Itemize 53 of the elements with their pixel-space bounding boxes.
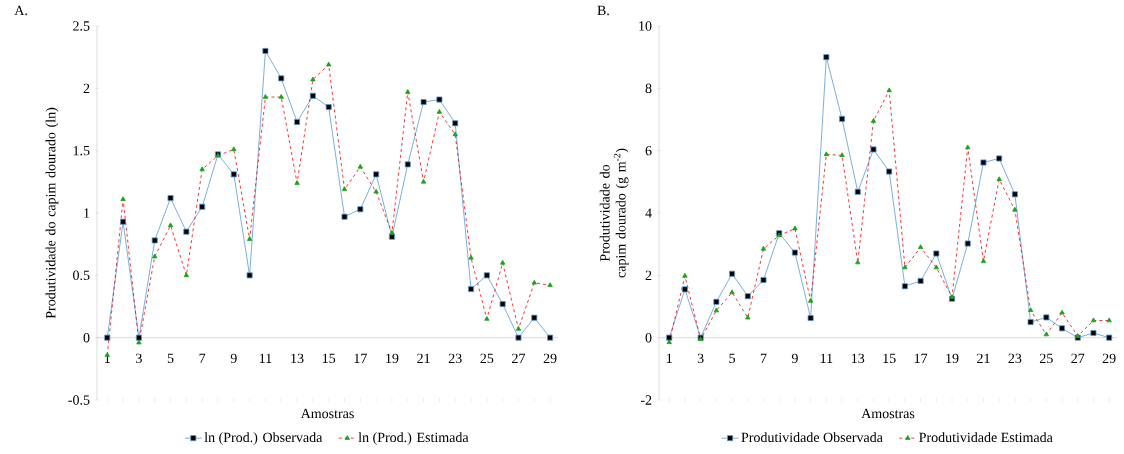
- x-tick-label: 27: [512, 353, 526, 363]
- y-tick-label: 1.5: [73, 145, 90, 156]
- legend-label: Produtividade Estimada: [919, 432, 1053, 443]
- y-tick-label: 0: [645, 332, 652, 343]
- x-tick-label: 9: [230, 353, 237, 364]
- x-tick-label: 23: [448, 353, 462, 364]
- x-tick-label: 19: [946, 353, 959, 364]
- x-axis-title: Amostras: [861, 408, 915, 419]
- x-tick-label: 15: [883, 353, 896, 364]
- y-tick-label: 4: [645, 208, 652, 218]
- y-tick-label: 2.5: [73, 21, 90, 31]
- x-tick-label: 3: [697, 353, 704, 364]
- x-tick-label: 19: [386, 353, 399, 364]
- x-tick-label: 11: [259, 353, 272, 363]
- x-tick-label: 25: [1039, 353, 1053, 364]
- y-tick-label: 0: [83, 332, 90, 343]
- x-tick-label: 13: [852, 353, 865, 364]
- y-tick-label: 2: [645, 270, 652, 280]
- x-tick-label: 21: [417, 353, 430, 363]
- x-tick-label: 27: [1071, 353, 1085, 363]
- y-tick-label: -0.5: [68, 395, 90, 405]
- x-tick-label: 3: [136, 353, 142, 364]
- legend-label: Produtividade Observada: [741, 432, 883, 443]
- y-tick-label: 8: [645, 83, 652, 94]
- x-tick-label: 1: [666, 353, 672, 363]
- y-axis-title: Produtividade do capim dourado (g m$^{-2}$): [599, 148, 629, 278]
- x-tick-label: 7: [760, 353, 767, 363]
- x-tick-label: 29: [1102, 353, 1116, 364]
- legend-label: ln (Prod.) Observada: [204, 432, 323, 445]
- x-tick-label: 7: [199, 353, 206, 363]
- x-tick-label: 21: [977, 353, 990, 363]
- x-tick-label: 25: [480, 353, 494, 364]
- y-tick-label: 6: [645, 145, 652, 156]
- chart-title: B.: [597, 5, 609, 16]
- y-tick-label: -2: [640, 395, 652, 405]
- legend-label: ln (Prod.) Estimada: [358, 432, 469, 445]
- x-axis-title: Amostras: [300, 408, 354, 419]
- x-tick-label: 5: [167, 353, 174, 363]
- y-tick-label: 0.5: [73, 270, 90, 281]
- x-tick-label: 29: [543, 353, 557, 364]
- y-tick-label: 1: [84, 208, 90, 218]
- x-tick-label: 5: [729, 353, 736, 363]
- chart-title: A.: [14, 5, 27, 16]
- x-tick-label: 15: [322, 353, 336, 364]
- x-tick-label: 17: [914, 353, 928, 363]
- y-axis-title: Produtividade do capim dourado (ln): [45, 107, 59, 319]
- x-tick-label: 13: [291, 353, 304, 364]
- y-tick-label: 2: [83, 83, 90, 93]
- x-tick-label: 17: [354, 353, 367, 363]
- x-tick-label: 11: [820, 353, 833, 363]
- x-tick-label: 9: [791, 353, 798, 364]
- y-tick-label: 10: [639, 21, 652, 31]
- x-tick-label: 23: [1008, 353, 1022, 364]
